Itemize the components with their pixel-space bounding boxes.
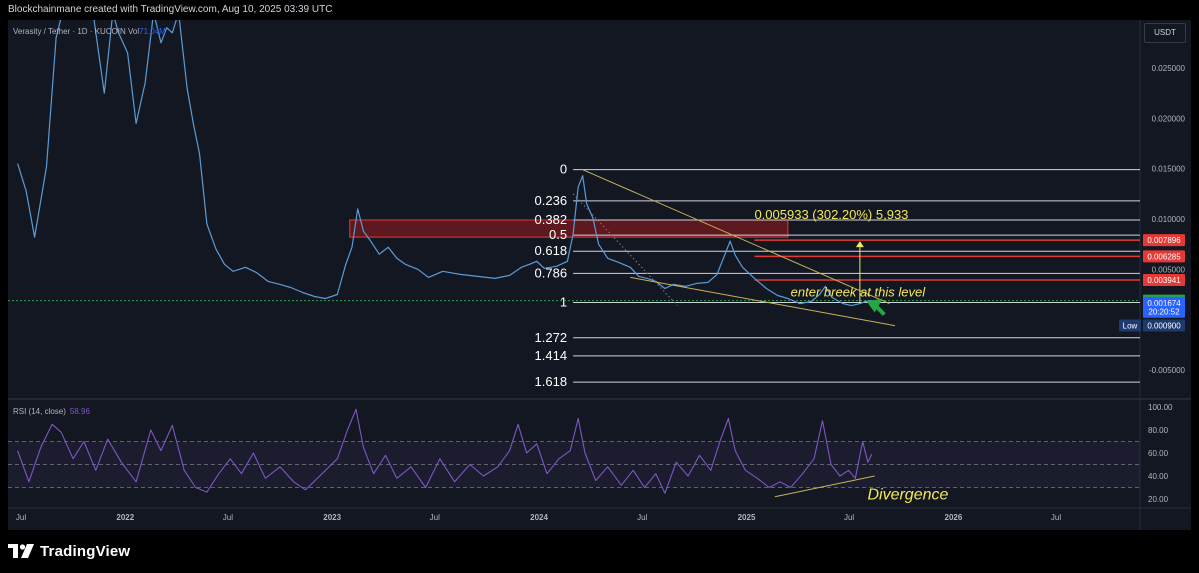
symbol-name: Verasity / Tether · 1D · KUCOIN (13, 27, 126, 36)
attribution-text: Blockchainmane created with TradingView.… (8, 4, 333, 15)
x-tick-2024: 2024 (530, 513, 548, 522)
price-label-0.003941: 0.003941 (1147, 276, 1181, 285)
fib-label-1.272: 1.272 (535, 330, 568, 345)
currency-button[interactable]: USDT (1144, 23, 1186, 43)
rsi-tick-80.00: 80.00 (1148, 426, 1169, 435)
price-label-bg-20:20:52 (1143, 305, 1185, 318)
price-series-line (17, 20, 872, 307)
green-arrow-head (866, 298, 883, 313)
price-label-0.000900: 0.000900 (1147, 322, 1181, 331)
y-tick-0.005000: 0.005000 (1152, 265, 1186, 274)
annotation-enter-breek: enter breek at this level (791, 284, 927, 299)
rsi-series-line (17, 408, 873, 494)
fib-label-0.382: 0.382 (535, 212, 568, 227)
fib-label-0.5: 0.5 (549, 227, 567, 242)
x-tick-Jul: Jul (637, 513, 647, 522)
attribution-bar: Blockchainmane created with TradingView.… (0, 0, 1199, 20)
price-label-bg-0.006285 (1143, 250, 1185, 263)
volume-value: 71.04M (139, 27, 166, 36)
volume-label: Vol (128, 27, 140, 36)
rsi-tick-20.00: 20.00 (1148, 495, 1169, 504)
price-label-20:20:52: 20:20:52 (1148, 308, 1180, 317)
fib-label-0.618: 0.618 (535, 243, 568, 258)
price-label-prefix: Low (1123, 322, 1138, 331)
x-tick-Jul: Jul (223, 513, 233, 522)
brand-name: TradingView (40, 542, 131, 560)
y-tick-0.015000: 0.015000 (1152, 165, 1186, 174)
fib-label-0.786: 0.786 (535, 265, 568, 280)
y-tick-0.020000: 0.020000 (1152, 114, 1186, 123)
fib-label-0: 0 (560, 162, 567, 177)
x-tick-Jul: Jul (430, 513, 440, 522)
x-tick-2026: 2026 (945, 513, 963, 522)
chart-area[interactable] (8, 20, 1191, 530)
rsi-legend[interactable]: RSI (14, close) 58.96 (13, 407, 90, 416)
rsi-label: RSI (14, close) (13, 407, 66, 416)
tradingview-logo[interactable]: TradingView (8, 541, 130, 561)
price-label-bg-0.000900 (1143, 319, 1185, 332)
fib-label-1.618: 1.618 (535, 374, 568, 389)
price-label-bg-0.007896 (1143, 234, 1185, 247)
x-tick-2025: 2025 (738, 513, 756, 522)
measure-arrowhead (855, 241, 864, 248)
rsi-tick-100.00: 100.00 (1148, 403, 1173, 412)
annotation-divergence: Divergence (867, 487, 948, 504)
y-tick--0.005000: -0.005000 (1149, 366, 1186, 375)
trendline-3 (572, 193, 678, 306)
supply-zone (349, 219, 789, 238)
tradingview-logo-icon (8, 544, 34, 558)
price-label-bg-0.003941 (1143, 273, 1185, 286)
rsi-tick-40.00: 40.00 (1148, 472, 1169, 481)
y-tick-0.010000: 0.010000 (1152, 215, 1186, 224)
x-tick-Jul: Jul (1051, 513, 1061, 522)
x-tick-Jul: Jul (16, 513, 26, 522)
price-label-0.001674: 0.001674 (1147, 299, 1181, 308)
x-tick-Jul: Jul (844, 513, 854, 522)
trendline-1 (582, 169, 890, 305)
x-tick-2022: 2022 (116, 513, 134, 522)
fib-label-1.414: 1.414 (535, 348, 568, 363)
trendline-2 (630, 276, 896, 327)
rsi-tick-60.00: 60.00 (1148, 449, 1169, 458)
symbol-legend[interactable]: Verasity / Tether · 1D · KUCOIN Vol71.04… (13, 27, 166, 36)
rsi-value: 58.96 (69, 407, 90, 416)
rsi-pane: Divergence (8, 408, 1140, 504)
price-label-0.007896: 0.007896 (1147, 236, 1181, 245)
rsi-band (8, 441, 1140, 488)
price-label-0.006285: 0.006285 (1147, 252, 1181, 261)
measure-label: 0.005933 (302.20%) 5,933 (754, 207, 908, 222)
price-label-prefix-bg (1119, 319, 1141, 332)
rsi-trendline (774, 475, 875, 498)
footer (0, 530, 1199, 573)
x-tick-2023: 2023 (323, 513, 341, 522)
y-tick-0.025000: 0.025000 (1152, 64, 1186, 73)
fib-label-1: 1 (560, 295, 567, 310)
fib-label-0.236: 0.236 (535, 193, 568, 208)
